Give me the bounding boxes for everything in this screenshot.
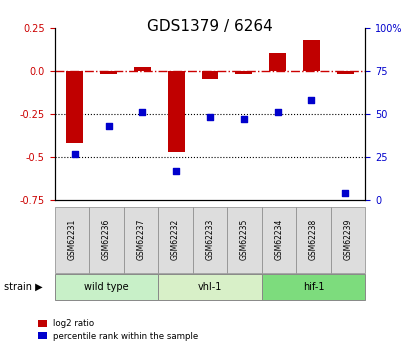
Text: GSM62233: GSM62233 xyxy=(205,219,215,260)
Text: GSM62232: GSM62232 xyxy=(171,219,180,260)
Bar xyxy=(66,71,83,143)
Text: hif-1: hif-1 xyxy=(303,282,324,292)
Text: GSM62239: GSM62239 xyxy=(344,219,353,260)
Point xyxy=(342,190,349,196)
Text: GSM62238: GSM62238 xyxy=(309,219,318,260)
Text: strain ▶: strain ▶ xyxy=(4,282,43,292)
Point xyxy=(207,115,213,120)
Point xyxy=(71,151,78,156)
Text: vhl-1: vhl-1 xyxy=(198,282,222,292)
Point xyxy=(240,116,247,122)
Text: GSM62234: GSM62234 xyxy=(275,219,284,260)
Text: GSM62236: GSM62236 xyxy=(102,219,111,260)
Text: GDS1379 / 6264: GDS1379 / 6264 xyxy=(147,19,273,34)
Bar xyxy=(235,71,252,74)
Text: GSM62237: GSM62237 xyxy=(136,219,145,260)
Point xyxy=(173,168,180,174)
Point xyxy=(274,109,281,115)
Text: wild type: wild type xyxy=(84,282,129,292)
Bar xyxy=(337,71,354,74)
Bar xyxy=(100,71,117,74)
Point xyxy=(139,109,146,115)
Legend: log2 ratio, percentile rank within the sample: log2 ratio, percentile rank within the s… xyxy=(38,319,199,341)
Point xyxy=(308,97,315,103)
Bar xyxy=(303,40,320,71)
Bar xyxy=(134,67,151,71)
Bar xyxy=(202,71,218,79)
Text: GSM62231: GSM62231 xyxy=(67,219,76,260)
Bar xyxy=(168,71,185,152)
Point xyxy=(105,123,112,129)
Bar xyxy=(269,53,286,71)
Text: GSM62235: GSM62235 xyxy=(240,219,249,260)
